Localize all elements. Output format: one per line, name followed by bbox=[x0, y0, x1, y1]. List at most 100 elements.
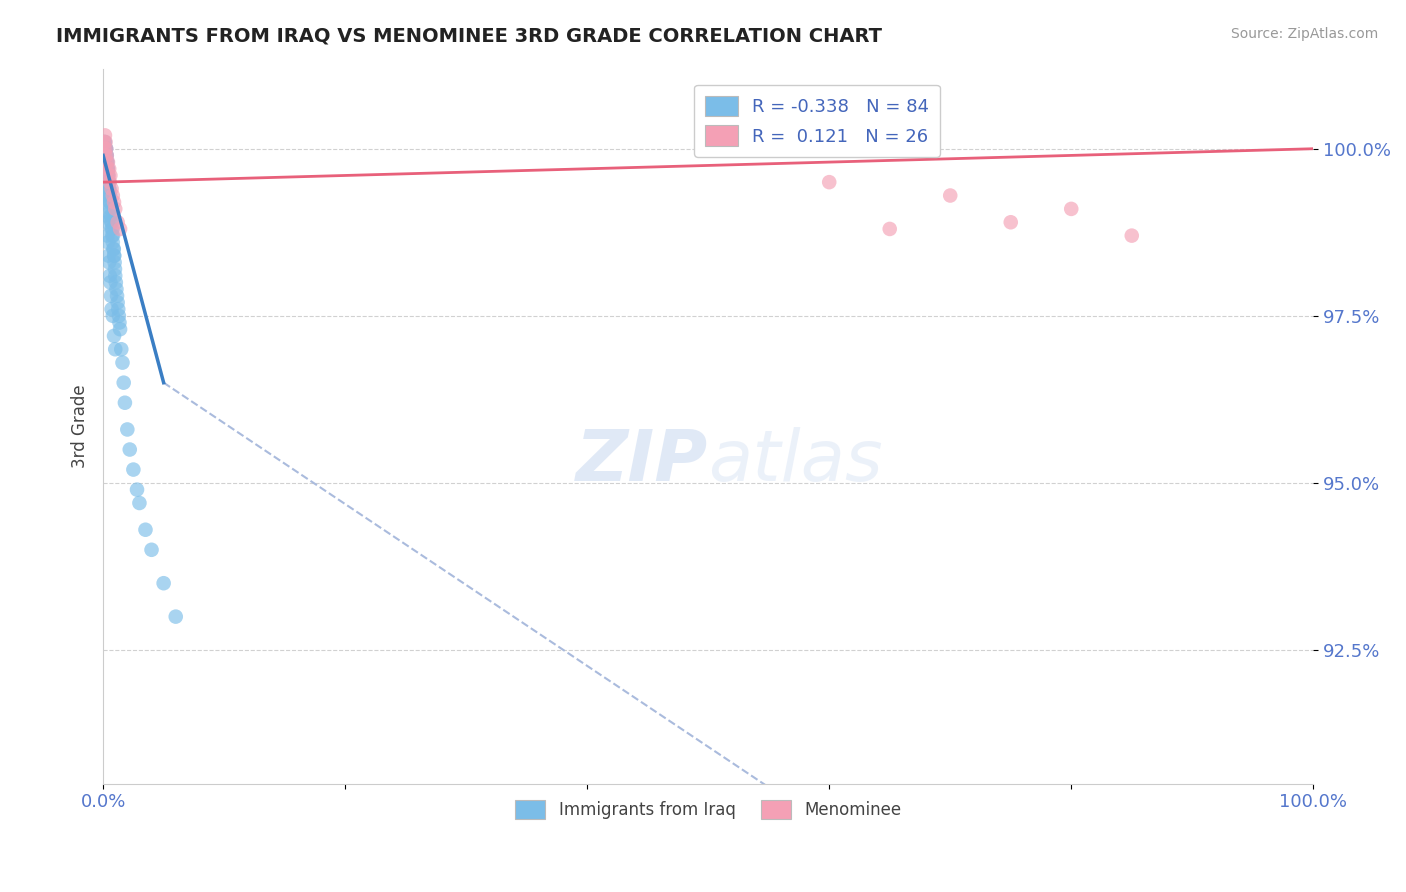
Point bbox=[100, 222, 122, 236]
Point bbox=[101, 228, 124, 243]
Point bbox=[98, 268, 121, 283]
Point bbox=[97, 169, 120, 183]
Point bbox=[108, 309, 131, 323]
Point bbox=[94, 142, 117, 156]
Point bbox=[122, 462, 145, 476]
Point bbox=[98, 175, 121, 189]
Point bbox=[107, 295, 129, 310]
Y-axis label: 3rd Grade: 3rd Grade bbox=[72, 384, 89, 468]
Point bbox=[103, 249, 125, 263]
Point bbox=[879, 222, 901, 236]
Point bbox=[110, 343, 132, 357]
Point bbox=[818, 175, 841, 189]
Point bbox=[96, 155, 118, 169]
Point bbox=[104, 276, 127, 290]
Point bbox=[100, 289, 122, 303]
Point bbox=[104, 268, 127, 283]
Point bbox=[111, 356, 134, 370]
Point bbox=[98, 175, 121, 189]
Point bbox=[94, 155, 117, 169]
Point bbox=[104, 255, 127, 269]
Point bbox=[94, 148, 117, 162]
Point bbox=[97, 155, 120, 169]
Point bbox=[96, 148, 118, 162]
Point bbox=[939, 188, 962, 202]
Point bbox=[117, 422, 139, 436]
Legend: Immigrants from Iraq, Menominee: Immigrants from Iraq, Menominee bbox=[509, 793, 908, 825]
Point bbox=[101, 309, 124, 323]
Point bbox=[104, 343, 127, 357]
Point bbox=[96, 142, 118, 156]
Point bbox=[101, 188, 124, 202]
Point bbox=[96, 155, 118, 169]
Point bbox=[101, 215, 124, 229]
Point bbox=[107, 215, 129, 229]
Point bbox=[118, 442, 141, 457]
Point bbox=[101, 235, 124, 250]
Point bbox=[98, 188, 121, 202]
Point bbox=[97, 182, 120, 196]
Point bbox=[98, 188, 121, 202]
Point bbox=[96, 169, 118, 183]
Point bbox=[94, 195, 117, 210]
Point bbox=[93, 135, 115, 149]
Point bbox=[100, 195, 122, 210]
Point bbox=[96, 142, 118, 156]
Point bbox=[96, 161, 118, 176]
Point bbox=[94, 188, 117, 202]
Point bbox=[94, 142, 117, 156]
Point bbox=[96, 228, 118, 243]
Point bbox=[97, 175, 120, 189]
Point bbox=[100, 182, 122, 196]
Point bbox=[101, 222, 124, 236]
Point bbox=[103, 242, 125, 256]
Point bbox=[97, 161, 120, 176]
Point bbox=[125, 483, 148, 497]
Point bbox=[93, 135, 115, 149]
Point bbox=[101, 228, 124, 243]
Point bbox=[97, 161, 120, 176]
Point bbox=[93, 175, 115, 189]
Point bbox=[93, 135, 115, 149]
Point bbox=[97, 169, 120, 183]
Text: Source: ZipAtlas.com: Source: ZipAtlas.com bbox=[1230, 27, 1378, 41]
Point bbox=[94, 128, 117, 143]
Point bbox=[108, 222, 131, 236]
Point bbox=[128, 496, 150, 510]
Point bbox=[96, 155, 118, 169]
Point bbox=[1121, 228, 1143, 243]
Text: ZIP: ZIP bbox=[576, 427, 709, 496]
Text: atlas: atlas bbox=[709, 427, 883, 496]
Point bbox=[112, 376, 135, 390]
Point bbox=[93, 142, 115, 156]
Point bbox=[141, 542, 163, 557]
Point bbox=[96, 209, 118, 223]
Point bbox=[103, 249, 125, 263]
Point bbox=[100, 302, 122, 317]
Point bbox=[93, 142, 115, 156]
Point bbox=[100, 209, 122, 223]
Point bbox=[96, 215, 118, 229]
Point bbox=[93, 142, 115, 156]
Point bbox=[108, 322, 131, 336]
Point bbox=[103, 329, 125, 343]
Point bbox=[96, 148, 118, 162]
Point bbox=[103, 195, 125, 210]
Point bbox=[114, 395, 136, 409]
Point bbox=[100, 215, 122, 229]
Point bbox=[94, 135, 117, 149]
Point bbox=[98, 161, 121, 176]
Point bbox=[107, 302, 129, 317]
Point bbox=[98, 195, 121, 210]
Point bbox=[103, 242, 125, 256]
Point bbox=[98, 255, 121, 269]
Point bbox=[108, 316, 131, 330]
Point bbox=[97, 235, 120, 250]
Text: IMMIGRANTS FROM IRAQ VS MENOMINEE 3RD GRADE CORRELATION CHART: IMMIGRANTS FROM IRAQ VS MENOMINEE 3RD GR… bbox=[56, 27, 882, 45]
Point bbox=[1060, 202, 1083, 216]
Point bbox=[100, 169, 122, 183]
Point bbox=[96, 161, 118, 176]
Point bbox=[134, 523, 156, 537]
Point bbox=[100, 202, 122, 216]
Point bbox=[96, 155, 118, 169]
